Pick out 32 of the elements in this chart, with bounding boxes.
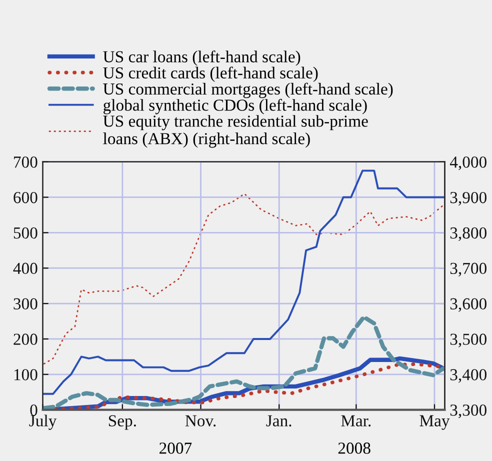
text: 2008 [338,442,370,454]
x-tick-label: Jan. [266,415,292,426]
line-series [42,314,445,410]
y-tick-label: 700 [14,156,38,168]
y-tick-label: 100 [14,369,38,380]
y2-tick-label: 3,700 [450,262,486,276]
x-tick-label: July [29,414,57,430]
legend-label: US equity tranche residential sub-prime loans (ABX) (right-hand scale) [103,115,368,148]
y2-tick-label: 3,600 [450,298,486,312]
y-tick-label: 600 [14,192,38,204]
y-tick-label: 500 [14,227,38,239]
x-tick-label: Mar. [341,415,371,426]
legend-label: US car loans (left-hand scale) [103,50,300,66]
legend-label: US commercial mortgages (left-hand scale) [103,82,393,98]
legend-label: US credit cards (left-hand scale) [103,66,318,82]
legend-label: global synthetic CDOs (left-hand scale) [104,98,367,114]
y-tick-label: 200 [14,334,38,345]
x-tick-label: May [420,415,450,430]
y-tick-label: 0 [30,404,38,416]
y2-tick-label: 3,300 [450,404,486,418]
line-series [43,193,443,364]
text: 2007 [160,442,192,454]
y2-tick-label: 3,400 [450,369,486,383]
y2-tick-label: 3,800 [450,227,486,242]
x-tick-label: Nov. [185,415,216,426]
line-series [43,170,444,395]
y-tick-label: 300 [14,298,38,310]
y2-tick-label: 3,900 [450,192,486,206]
y-tick-label: 400 [13,262,38,274]
x-tick-label: Sep. [108,415,136,430]
y2-tick-label: 4,000 [450,156,486,170]
y2-tick-label: 3,500 [450,334,486,348]
